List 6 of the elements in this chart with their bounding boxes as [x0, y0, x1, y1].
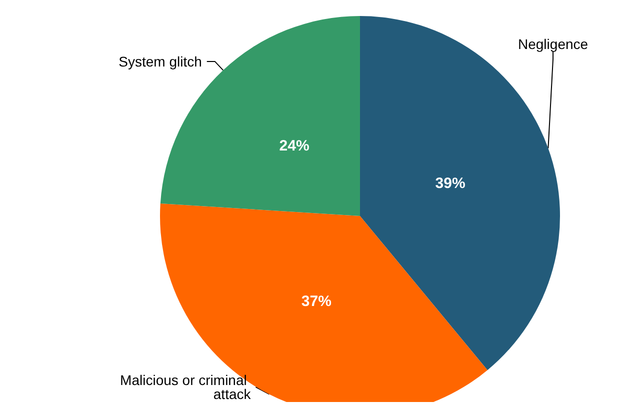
data-label: 39%: [435, 174, 466, 192]
data-label: 37%: [301, 293, 332, 310]
data-label: 24%: [279, 138, 310, 155]
slice-label: Negligence: [518, 36, 588, 52]
slice-label: System glitch: [118, 53, 202, 70]
slice-label: Malicious or criminal attack: [120, 372, 252, 402]
